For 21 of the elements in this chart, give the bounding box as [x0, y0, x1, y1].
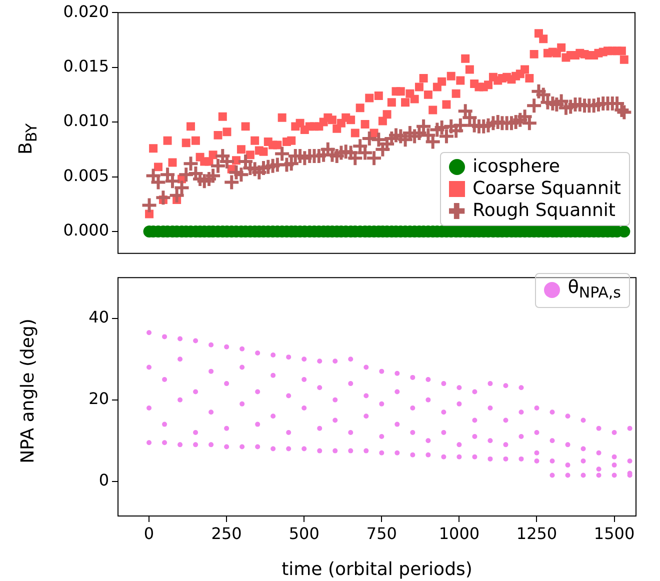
legend-label: θ$_{NPA,s}$ [568, 277, 621, 304]
x-tick-label: 1500 [594, 524, 635, 543]
y-tick-label: 0.015 [63, 56, 109, 76]
x-tick-label: 1000 [438, 524, 480, 543]
y-tick-label: 20 [88, 389, 109, 408]
y-axis-title: NPA angle (deg) [18, 318, 38, 463]
legend-label: icosphere [472, 156, 560, 178]
legend-label: Coarse Squannit [472, 178, 621, 200]
x-tick-label: 500 [288, 524, 320, 543]
y-tick-label: 0.005 [63, 166, 109, 185]
y-tick-label: 40 [88, 308, 109, 327]
y-tick-label: 0.000 [63, 220, 109, 240]
y-tick-label: 0 [98, 470, 109, 490]
legend-label: Rough Squannit [472, 200, 616, 222]
x-tick-label: 250 [211, 524, 242, 543]
x-tick-label: 0 [144, 524, 154, 543]
x-tick-label: 1250 [516, 524, 558, 543]
x-tick-label: 750 [366, 524, 397, 543]
x-axis-title: time (orbital periods) [282, 558, 472, 580]
y-tick-label: 0.010 [63, 111, 109, 130]
y-tick-label: 0.020 [63, 2, 109, 21]
